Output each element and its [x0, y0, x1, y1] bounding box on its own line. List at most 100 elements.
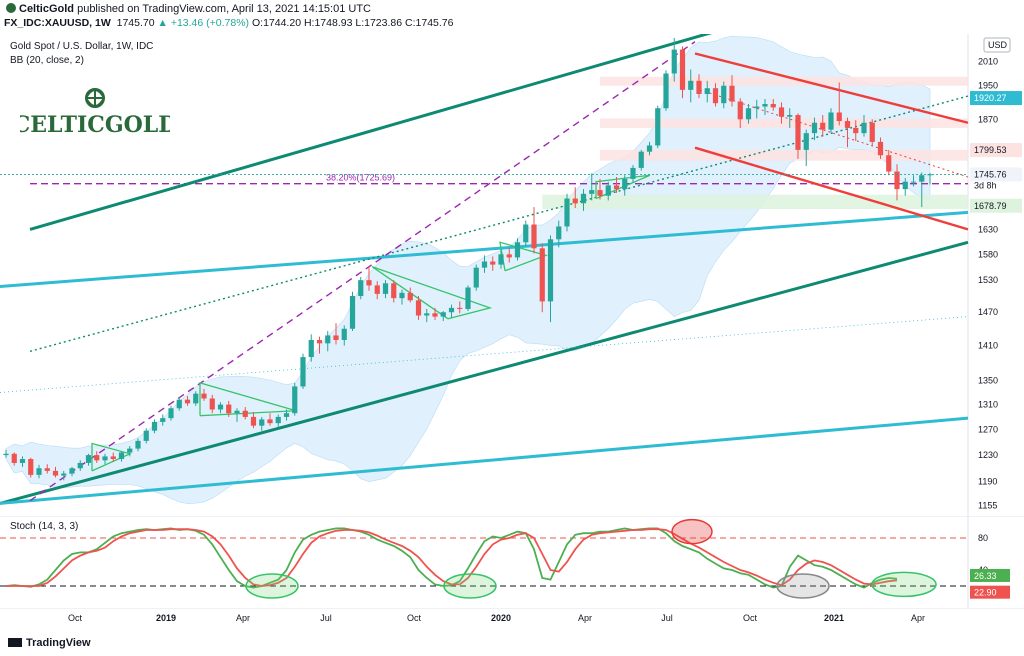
candle [547, 235, 554, 323]
candle-body [168, 408, 174, 419]
y-tick-label: 1350 [978, 375, 998, 385]
candle [737, 98, 743, 128]
candle-body [234, 410, 240, 414]
candle [927, 172, 933, 185]
candle-body [217, 404, 224, 410]
high-value: 1748.93 [314, 17, 353, 29]
candle [597, 178, 603, 200]
candle [844, 117, 851, 148]
author-avatar-icon [6, 3, 16, 13]
candle-body [663, 73, 669, 109]
author-name[interactable]: CelticGold [19, 3, 75, 15]
sr-zone [542, 194, 968, 210]
price-label-text: 1920.27 [974, 93, 1007, 103]
candle-body [729, 85, 735, 102]
candle-body [481, 261, 488, 268]
candle-body [655, 108, 661, 146]
candle [28, 457, 34, 478]
open-value: 1744.20 [263, 17, 302, 29]
candle-body [94, 455, 100, 461]
candle [275, 414, 281, 427]
candle [44, 464, 50, 474]
candle [795, 113, 801, 159]
candle-body [704, 88, 710, 94]
candle-body [19, 459, 26, 463]
fib-diagonal-line [29, 41, 696, 502]
price-change: +13.46 (+0.78%) [170, 17, 250, 29]
candle [572, 187, 578, 209]
candle-body [811, 122, 818, 134]
candle [457, 301, 463, 314]
candle [688, 69, 694, 103]
time-tick-label: 2020 [491, 613, 511, 623]
symbol-label[interactable]: FX_IDC:XAUUSD, 1W [4, 17, 111, 29]
candle [234, 408, 240, 422]
price-label-box [970, 91, 1022, 106]
chart-header: CelticGold published on TradingView.com,… [0, 0, 1024, 34]
candle [853, 120, 859, 142]
candle-body [44, 468, 50, 471]
candle [440, 311, 446, 321]
candle-body [102, 456, 108, 461]
candle-body [836, 112, 842, 122]
signal-highlight-ellipse [671, 518, 713, 545]
publish-line: CelticGold published on TradingView.com,… [6, 3, 371, 15]
candle-body [118, 452, 125, 460]
candle [646, 141, 653, 156]
candle-body [209, 398, 215, 410]
tradingview-logo[interactable]: TradingView [8, 637, 91, 649]
candle-body [457, 307, 463, 309]
candle [102, 453, 108, 465]
candle-body [564, 198, 570, 227]
candle [696, 74, 702, 99]
open-label: O: [251, 17, 264, 29]
time-axis: Oct 2019 Apr Jul Oct 2020 Apr Jul Oct 2021 Apr [0, 608, 1024, 623]
candle [143, 428, 149, 444]
candle-body [143, 430, 149, 441]
candle-body [250, 416, 257, 426]
signal-highlight-ellipse [443, 573, 497, 599]
consolidation-triangle [199, 381, 297, 417]
y-tick-label: 1870 [978, 114, 998, 124]
candle-body [349, 296, 356, 329]
candle-body [473, 267, 479, 288]
candle [424, 308, 430, 323]
candle [283, 409, 290, 421]
candle [539, 243, 545, 313]
candle-body [844, 121, 851, 128]
candle [580, 189, 587, 211]
candle [729, 75, 735, 107]
candle-body [795, 115, 801, 150]
candle [663, 70, 669, 111]
currency-label: USD [988, 40, 1008, 50]
candle-body [531, 224, 537, 249]
candle-body [894, 171, 900, 190]
candle-body [300, 357, 306, 387]
candle-body [547, 239, 554, 302]
candle-body [308, 339, 314, 358]
series-title: Gold Spot / U.S. Dollar, 1W, IDC [10, 41, 154, 52]
candle-body [374, 285, 380, 294]
candle [861, 115, 867, 137]
signal-highlight-ellipse [871, 571, 937, 598]
candle [869, 119, 875, 147]
y-tick-label: 1530 [978, 275, 998, 285]
candle-body [333, 335, 339, 340]
candle [366, 266, 372, 291]
candle-body [77, 462, 83, 469]
time-tick-label: Oct [407, 613, 422, 623]
price-chart[interactable]: 38.20%(1725.69) 2010 1950 1870 1630 1580 1530 1… [0, 34, 1024, 516]
candle [514, 238, 521, 261]
price-label-text: 1799.53 [974, 145, 1007, 155]
candle-body [448, 307, 455, 313]
stoch-d-line [6, 528, 898, 587]
candle [94, 451, 100, 463]
logo-text: CELTICGOLD [20, 112, 170, 138]
candle-body [176, 399, 182, 409]
candle [902, 177, 908, 196]
candle [877, 137, 884, 159]
candle [316, 336, 323, 354]
candle [811, 117, 818, 141]
currency-badge [983, 37, 1011, 53]
